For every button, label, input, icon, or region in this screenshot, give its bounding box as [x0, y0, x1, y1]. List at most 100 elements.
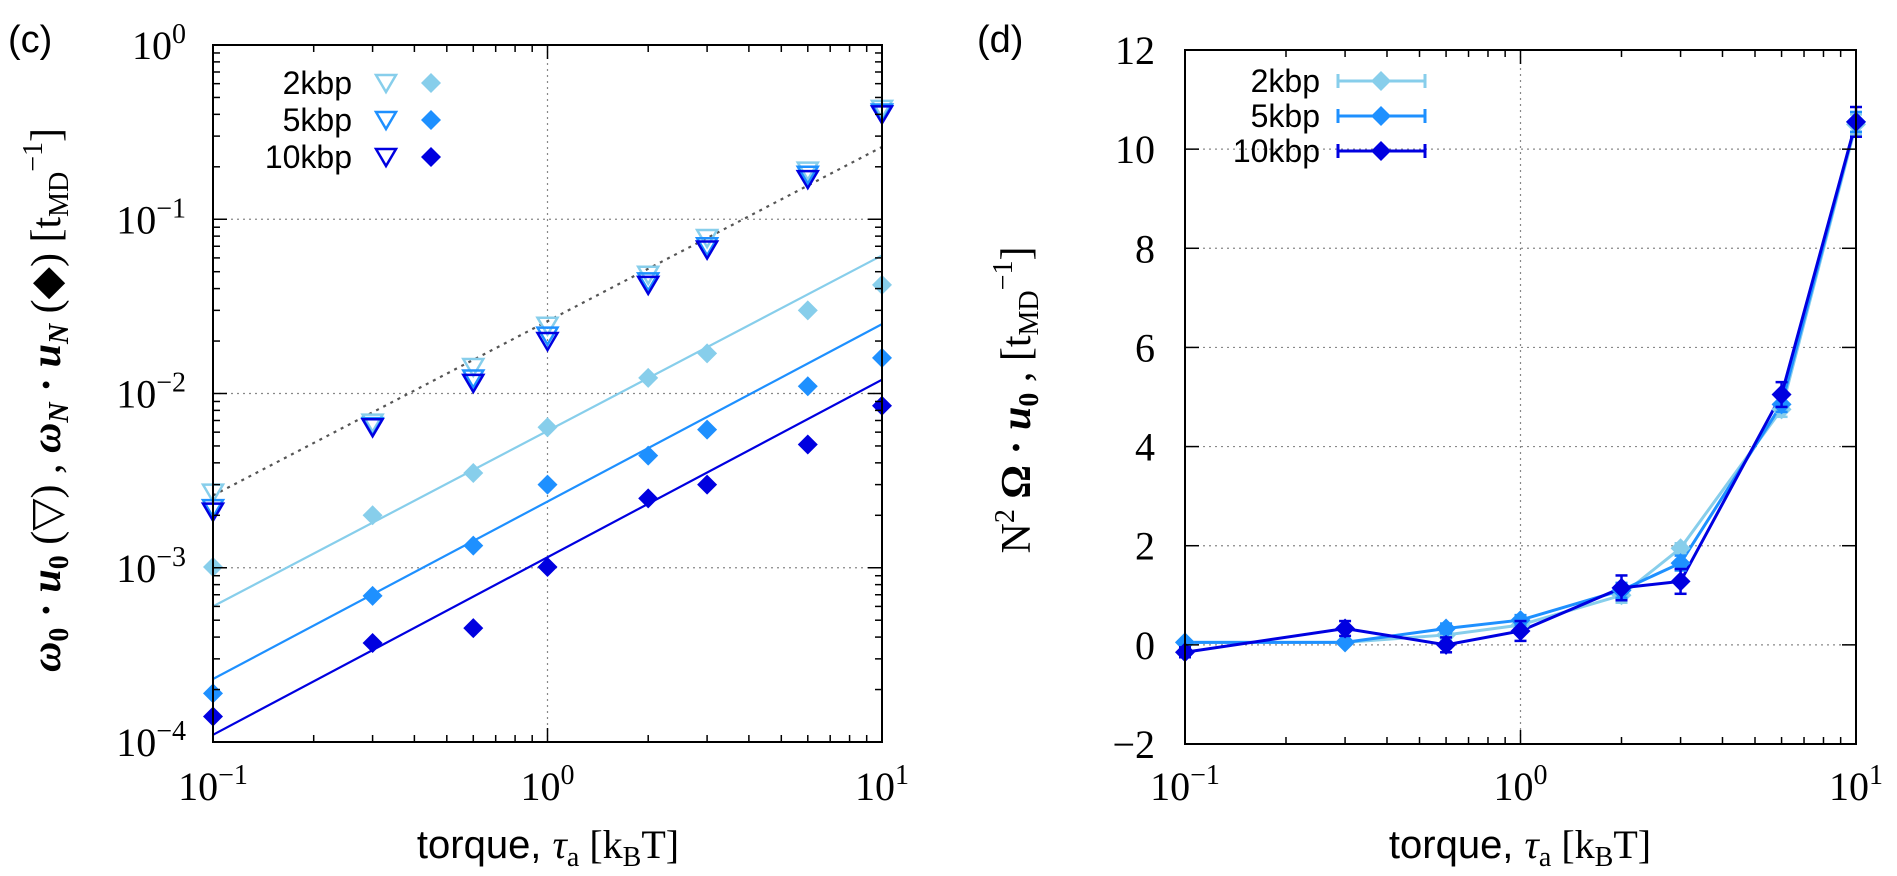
triangle-point-10kbp [694, 240, 720, 262]
triangle-point-10kbp [461, 373, 486, 395]
series-lines-d [1184, 121, 1858, 654]
diamond-point-5kbp [463, 535, 484, 556]
data-point-5kbp [1335, 632, 1356, 653]
tick-labels-c: 10−1 100 101 10−4 10−3 10−2 10−1 100 [116, 19, 909, 809]
y-tick-label: 4 [1135, 425, 1155, 470]
diamond-point-2kbp [697, 343, 718, 364]
legend-diamond-10kbp [421, 147, 441, 167]
diamond-point-5kbp [537, 474, 558, 495]
diamond-point-2kbp [797, 300, 818, 321]
panel-c: (c) 10−1 100 101 10−4 10−3 10−2 10−1 100 2kbp5k… [8, 19, 909, 873]
x-label-unit-sub-d: B [1595, 842, 1614, 873]
diamond-point-5kbp [697, 419, 718, 440]
x-tick-label: 100 [1494, 760, 1548, 809]
x-label-unit-d: [k [1551, 822, 1594, 867]
triangle-point-10kbp [795, 169, 820, 191]
triangle-point-10kbp [636, 275, 661, 297]
legend-diamond-2kbp [421, 73, 441, 93]
triangle-point-5kbp [535, 326, 560, 348]
legend-triangle-5kbp [373, 110, 399, 132]
legend-label-2kbp: 2kbp [283, 65, 352, 101]
x-label-unit-end-c: T] [641, 822, 679, 867]
legend-label-5kbp: 5kbp [283, 102, 352, 138]
legend-diamond-2kbp [1371, 71, 1391, 91]
data-point-2kbp [1670, 538, 1691, 559]
legend-label-2kbp: 2kbp [1251, 63, 1320, 99]
triangle-point-5kbp [694, 236, 720, 258]
diamond-point-2kbp [537, 417, 558, 438]
x-label-text-d: torque, [1389, 823, 1525, 867]
panel-label-c: (c) [8, 19, 52, 61]
data-marks-d [1175, 105, 1866, 663]
y-tick-label: 12 [1115, 28, 1155, 73]
series-line-5kbp [1185, 121, 1858, 644]
diamond-point-2kbp [362, 505, 383, 526]
fit-line-5kbp [212, 323, 883, 680]
reference-line [212, 145, 883, 497]
triangle-point-2kbp [461, 357, 486, 379]
data-point-10kbp [1771, 384, 1792, 405]
tick-labels-d: 10−1 100 101 −2 0 2 4 6 8 10 12 [1112, 28, 1883, 809]
y-tick-label: 8 [1135, 226, 1155, 271]
diamond-point-2kbp [638, 367, 659, 388]
legend-diamond-5kbp [421, 110, 441, 130]
triangle-point-10kbp [535, 331, 560, 353]
x-axis-label-c: torque, τa [kBT] [417, 822, 679, 873]
diamond-point-10kbp [638, 488, 659, 509]
x-tick-label: 101 [1829, 760, 1883, 809]
x-axis-label-d: torque, τa [kBT] [1389, 822, 1651, 873]
panel-label-d: (d) [977, 19, 1023, 61]
triangle-point-5kbp [636, 272, 661, 293]
y-axis-label-d: N2 Ω · u0 , [tMD−1] [988, 247, 1045, 554]
triangle-point-2kbp [636, 265, 661, 287]
series-line-10kbp [1184, 121, 1858, 654]
legend-label-5kbp: 5kbp [1251, 98, 1320, 134]
diamond-point-10kbp [362, 632, 383, 653]
y-tick-label: −2 [1112, 722, 1155, 767]
x-label-unit-c: [k [579, 822, 622, 867]
data-point-10kbp [1611, 577, 1632, 598]
triangle-point-5kbp [795, 165, 820, 187]
x-label-text-c: torque, [417, 823, 553, 867]
diamond-point-10kbp [537, 556, 558, 577]
y-tick-label: 100 [132, 19, 186, 68]
x-label-symbol-d: τ [1525, 822, 1541, 867]
y-tick-label: 2 [1135, 524, 1155, 569]
svg-text:ω0 · u0 (▽) , ωN · uN (◆) [tMD: ω0 · u0 (▽) , ωN · uN (◆) [tMD−1] [18, 128, 75, 672]
data-point-10kbp [1436, 634, 1457, 655]
triangle-point-10kbp [360, 418, 385, 439]
y-axis-label-c: ω0 · u0 (▽) , ωN · uN (◆) [tMD−1] [18, 128, 75, 672]
y-tick-label: 10−1 [116, 193, 186, 242]
data-point-10kbp [1335, 618, 1356, 639]
diamond-point-2kbp [463, 462, 484, 483]
data-marks-c [200, 99, 895, 727]
x-tick-label: 10−1 [1150, 760, 1220, 809]
y-tick-label: 10 [1115, 127, 1155, 172]
legend-diamond-5kbp [1371, 106, 1391, 126]
triangle-point-2kbp [535, 316, 560, 338]
legend-diamond-10kbp [1371, 141, 1391, 161]
y-tick-label: 10−4 [116, 716, 186, 765]
y-tick-label: 10−3 [116, 542, 186, 591]
diamond-point-5kbp [362, 585, 383, 606]
x-label-sub-c: a [567, 842, 580, 873]
svg-text:N2 Ω · u0 , [tMD−1]: N2 Ω · u0 , [tMD−1] [988, 247, 1045, 554]
data-point-10kbp [1510, 620, 1531, 641]
diamond-point-5kbp [797, 376, 818, 397]
x-label-symbol-c: τ [553, 822, 569, 867]
diamond-point-10kbp [697, 474, 718, 495]
diamond-point-5kbp [638, 445, 659, 466]
triangle-point-5kbp [461, 369, 486, 390]
grid-c [213, 45, 882, 742]
x-tick-label: 101 [855, 760, 909, 809]
diamond-point-10kbp [463, 618, 484, 639]
diamond-point-10kbp [797, 434, 818, 455]
data-point-5kbp [1436, 618, 1457, 639]
grid-d [1185, 50, 1856, 744]
y-tick-label: 6 [1135, 325, 1155, 370]
legend-triangle-2kbp [373, 73, 399, 95]
series-line-2kbp [1185, 123, 1858, 644]
y-tick-label: 0 [1135, 623, 1155, 668]
